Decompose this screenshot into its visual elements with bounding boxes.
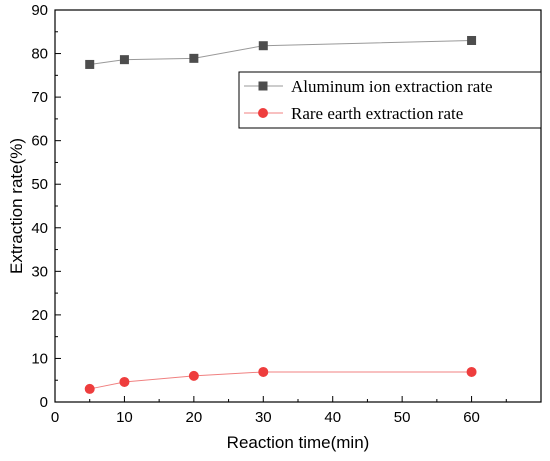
legend: Aluminum ion extraction rate Rare earth … xyxy=(238,71,542,129)
legend-box xyxy=(238,71,542,129)
y-tick-label: 20 xyxy=(31,307,48,324)
data-point-square xyxy=(467,35,477,45)
data-point-circle xyxy=(188,370,199,381)
y-axis: 0 10 20 30 40 50 60 70 80 90 xyxy=(31,2,61,411)
series-line-0 xyxy=(89,39,472,65)
y-tick-label: 10 xyxy=(31,350,48,367)
x-tick-label: 60 xyxy=(463,409,480,426)
legend-item-aluminum: Aluminum ion extraction rate xyxy=(244,77,493,96)
x-tick-label: 30 xyxy=(255,409,272,426)
data-point-square xyxy=(189,53,199,63)
y-tick-label: 90 xyxy=(31,2,48,19)
legend-label-aluminum: Aluminum ion extraction rate xyxy=(291,77,493,96)
series-line-1 xyxy=(89,371,472,390)
y-tick-label: 0 xyxy=(40,394,48,411)
data-point-square xyxy=(258,41,268,51)
legend-marker-circle xyxy=(258,108,268,118)
y-tick-label: 40 xyxy=(31,220,48,237)
x-tick-label: 50 xyxy=(394,409,411,426)
y-tick-label: 80 xyxy=(31,46,48,63)
x-tick-label: 10 xyxy=(116,409,133,426)
data-point-circle xyxy=(258,366,269,377)
x-tick-label: 0 xyxy=(51,409,59,426)
y-tick-label: 60 xyxy=(31,133,48,150)
legend-marker-square xyxy=(258,81,268,91)
legend-label-rare-earth: Rare earth extraction rate xyxy=(291,104,463,123)
x-tick-label: 40 xyxy=(324,409,341,426)
data-point-square xyxy=(119,55,129,65)
legend-item-rare-earth: Rare earth extraction rate xyxy=(244,104,463,123)
x-axis: 0 10 20 30 40 50 60 xyxy=(51,396,507,426)
data-point-circle xyxy=(119,376,130,387)
data-point-square xyxy=(85,59,95,69)
y-axis-label: Extraction rate(%) xyxy=(7,138,26,274)
x-tick-label: 20 xyxy=(186,409,203,426)
plot-area xyxy=(84,35,477,394)
x-axis-label: Reaction time(min) xyxy=(227,433,370,452)
data-point-circle xyxy=(84,383,95,394)
y-tick-label: 50 xyxy=(31,176,48,193)
y-tick-label: 30 xyxy=(31,263,48,280)
y-tick-label: 70 xyxy=(31,89,48,106)
data-point-circle xyxy=(466,366,477,377)
plot-frame xyxy=(54,9,542,403)
